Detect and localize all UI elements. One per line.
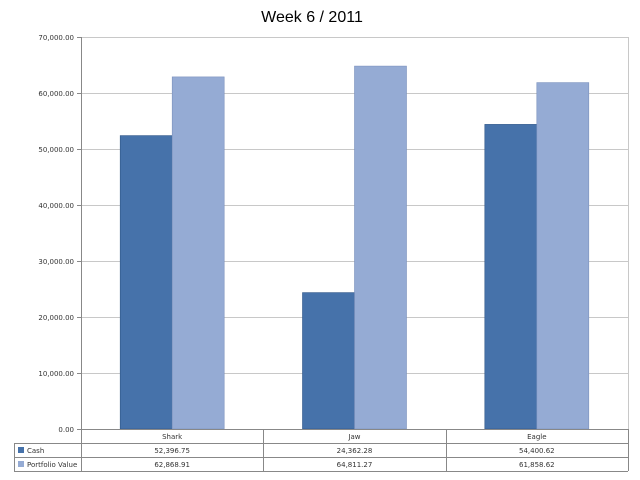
y-tick-label: 0.00 xyxy=(58,426,74,434)
x-tick-label: Eagle xyxy=(527,433,546,441)
y-axis: 0.00 10,000.00 20,000.00 30,000.00 40,000.00… xyxy=(38,34,629,434)
y-tick-label: 40,000.00 xyxy=(38,202,74,210)
table-value: 54,400.62 xyxy=(519,447,555,455)
y-tick-label: 60,000.00 xyxy=(38,90,74,98)
chart-title: Week 6 / 2011 xyxy=(261,9,363,26)
legend-swatch xyxy=(18,461,24,467)
legend-swatch xyxy=(18,447,24,453)
table-value: 52,396.75 xyxy=(154,447,190,455)
bar-portfolio-value-shark xyxy=(171,76,225,430)
bar-portfolio-value-eagle xyxy=(536,82,590,430)
bars xyxy=(119,65,590,430)
bar-cash-jaw xyxy=(302,292,355,430)
y-tick-label: 70,000.00 xyxy=(38,34,74,42)
x-tick-label: Shark xyxy=(162,433,183,441)
y-tick-label: 50,000.00 xyxy=(38,146,74,154)
legend-label: Cash xyxy=(27,447,44,455)
bar-cash-eagle xyxy=(484,124,538,430)
y-tick-label: 20,000.00 xyxy=(38,314,74,322)
data-table: Shark Jaw Eagle Cash 52,396.75 24,362.28 54,40… xyxy=(14,429,629,472)
bar-portfolio-value-jaw xyxy=(354,65,407,430)
table-value: 61,858.62 xyxy=(519,461,555,469)
table-value: 62,868.91 xyxy=(154,461,190,469)
table-value: 24,362.28 xyxy=(337,447,373,455)
bar-cash-shark xyxy=(119,135,173,430)
y-tick-label: 10,000.00 xyxy=(38,370,74,378)
legend-label: Portfolio Value xyxy=(27,461,77,469)
y-tick-label: 30,000.00 xyxy=(38,258,74,266)
x-tick-label: Jaw xyxy=(347,433,360,441)
table-value: 64,811.27 xyxy=(337,461,373,469)
